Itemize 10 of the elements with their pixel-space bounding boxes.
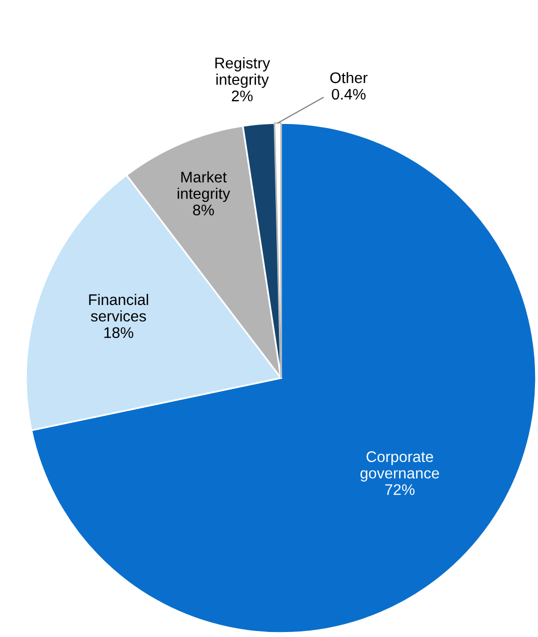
- data-label: 72%: [385, 484, 415, 495]
- data-label: 0.4%: [332, 88, 366, 100]
- data-label: 18%: [104, 327, 134, 338]
- data-label: 2%: [232, 90, 253, 102]
- slice-label: Corporate governance: [360, 451, 440, 482]
- slice-label: Market integrity: [178, 171, 230, 202]
- slice-label: Financial services: [89, 294, 148, 322]
- slice-label: Registry integrity: [215, 57, 270, 88]
- data-label: 8%: [193, 204, 214, 216]
- slice-label: Other: [330, 72, 368, 84]
